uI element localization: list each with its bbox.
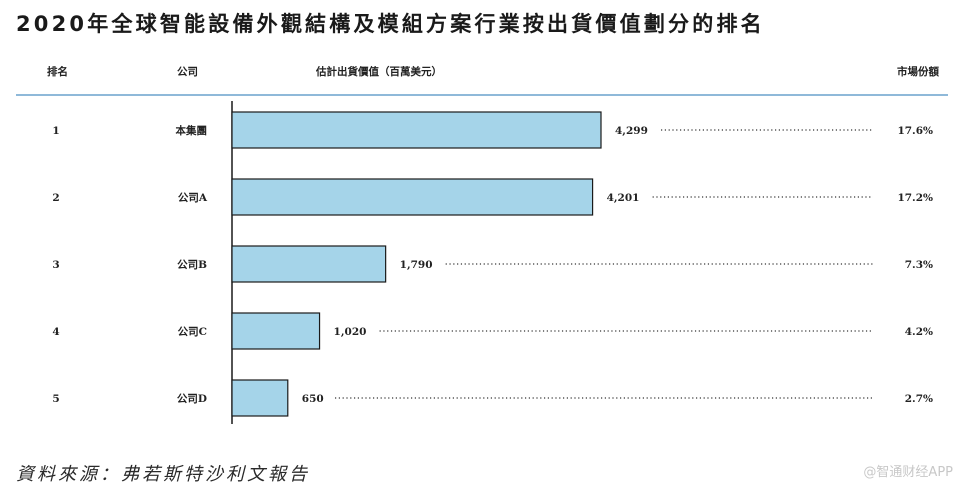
source-note: 資料來源：弗若斯特沙利文報告 [16, 464, 310, 485]
company-label: 公司C [178, 326, 207, 338]
value-label: 1,020 [334, 326, 367, 338]
value-label: 650 [302, 393, 324, 405]
header-value: 估計出貨價值（百萬美元） [316, 66, 442, 78]
bar [231, 312, 321, 350]
share-label: 2.7% [905, 393, 933, 405]
value-label: 4,299 [615, 125, 648, 137]
watermark: @智通财经APP [863, 465, 953, 480]
bar [231, 111, 602, 149]
value-label: 1,790 [400, 259, 433, 271]
header-rank: 排名 [47, 66, 68, 78]
value-label: 4,201 [607, 192, 640, 204]
rank-label: 4 [52, 326, 59, 338]
share-label: 17.6% [897, 125, 933, 137]
rank-label: 1 [52, 125, 59, 137]
bar [231, 379, 289, 417]
rank-label: 3 [52, 259, 59, 271]
bar [231, 178, 594, 216]
share-label: 17.2% [897, 192, 933, 204]
header-rule [16, 94, 948, 96]
rank-label: 5 [52, 393, 59, 405]
header-share: 市場份額 [897, 66, 939, 78]
bar [231, 245, 387, 283]
header-company: 公司 [177, 66, 198, 78]
chart-title: 2020年全球智能設備外觀結構及模組方案行業按出貨價值劃分的排名 [16, 12, 765, 36]
rank-label: 2 [52, 192, 59, 204]
share-label: 7.3% [905, 259, 933, 271]
company-label: 公司A [178, 192, 208, 204]
share-label: 4.2% [905, 326, 933, 338]
company-label: 本集團 [176, 124, 208, 137]
company-label: 公司D [177, 393, 207, 405]
company-label: 公司B [177, 259, 207, 271]
